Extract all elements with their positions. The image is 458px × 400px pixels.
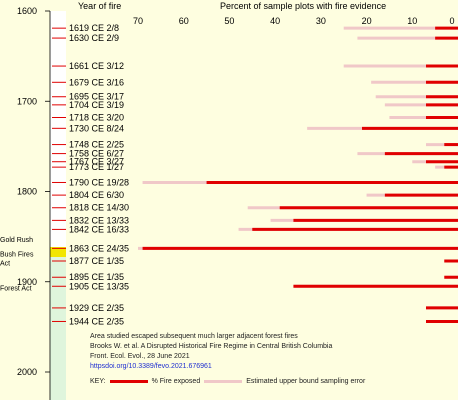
fire-year-label: 1704 CE 3/19 <box>69 100 124 110</box>
fire-year-row: 1758 CE 6/27 <box>52 149 458 159</box>
x-tick-label: 0 <box>449 16 454 26</box>
fire-year-row: 1695 CE 3/17 <box>52 92 458 102</box>
y-tick-label: 1700 <box>17 96 37 106</box>
fire-year-row: 1790 CE 19/28 <box>52 177 458 187</box>
fire-year-row: 1679 CE 3/16 <box>52 77 458 87</box>
historical-annotations: Gold Rush Bush Fires Act Forest Act <box>0 237 34 293</box>
fire-year-row: 1704 CE 3/19 <box>52 100 458 110</box>
fire-year-label: 1877 CE 1/35 <box>69 256 124 266</box>
fire-year-label: 1842 CE 16/33 <box>69 224 129 234</box>
fire-year-label: 1695 CE 3/17 <box>69 92 124 102</box>
fire-year-row: 1619 CE 2/8 <box>52 23 458 33</box>
fire-year-row: 1718 CE 3/20 <box>52 112 458 122</box>
fire-year-label: 1718 CE 3/20 <box>69 112 124 122</box>
fire-year-label: 1818 CE 14/30 <box>69 203 129 213</box>
fire-year-label: 1661 CE 3/12 <box>69 61 124 71</box>
legend-swatch-error <box>204 380 243 383</box>
fire-year-label: 1730 CE 8/24 <box>69 123 124 133</box>
fire-year-label: 1905 CE 13/35 <box>69 281 129 291</box>
fire-year-label: 1630 CE 2/9 <box>69 33 119 43</box>
y-tick-label: 1600 <box>17 6 37 16</box>
note-area-escaped: Area studied escaped subsequent much lar… <box>90 333 298 340</box>
fire-year-row: 1842 CE 16/33 <box>52 224 458 234</box>
fire-year-row: 1730 CE 8/24 <box>52 123 458 133</box>
fire-year-row: 1832 CE 13/33 <box>52 215 458 225</box>
fire-year-row: 1661 CE 3/12 <box>52 61 458 71</box>
fire-year-row: 1905 CE 13/35 <box>52 281 458 291</box>
legend-swatch-exposed <box>109 380 148 383</box>
x-tick-label: 10 <box>407 16 417 26</box>
doi-link[interactable]: httpsdoi.org/10.3389/fevo.2021.676961 <box>90 363 212 370</box>
fire-year-label: 1804 CE 6/30 <box>69 190 124 200</box>
x-tick-labels: 70 60 50 40 30 20 10 0 <box>133 16 455 26</box>
x-tick-label: 40 <box>270 16 280 26</box>
fire-year-row: 1944 CE 2/35 <box>52 316 458 326</box>
annotation-label: Forest Act <box>0 286 32 293</box>
x-tick-label: 60 <box>179 16 189 26</box>
fire-year-label: 1832 CE 13/33 <box>69 215 129 225</box>
legend-title: KEY: <box>90 378 106 385</box>
fire-year-label: 1748 CE 2/25 <box>69 140 124 150</box>
annotation-label: Gold Rush <box>0 237 33 244</box>
fire-year-label: 1929 CE 2/35 <box>69 303 124 313</box>
fire-year-row: 1767 CE 3/27 <box>52 157 458 167</box>
fire-year-label: 1773 CE 1/27 <box>69 162 124 172</box>
y-axis-title: Year of fire <box>78 1 121 11</box>
y-tick-label: 2000 <box>17 367 37 377</box>
chart-title: Percent of sample plots with fire eviden… <box>220 1 386 11</box>
fire-year-label: 1619 CE 2/8 <box>69 23 119 33</box>
fire-year-row: 1929 CE 2/35 <box>52 303 458 313</box>
fire-year-label: 1758 CE 6/27 <box>69 149 124 159</box>
fire-year-label: 1863 CE 24/35 <box>69 243 129 253</box>
fire-year-label: 1944 CE 2/35 <box>69 316 124 326</box>
fire-year-label: 1679 CE 3/16 <box>69 77 124 87</box>
fire-year-label: 1895 CE 1/35 <box>69 272 124 282</box>
fire-year-row: 1630 CE 2/9 <box>52 33 458 43</box>
fire-year-row: 1818 CE 14/30 <box>52 203 458 213</box>
fire-year-label: 1790 CE 19/28 <box>69 177 129 187</box>
legend-label-error: Estimated upper bound sampling error <box>246 378 366 385</box>
fire-year-row: 1863 CE 24/35 <box>52 243 458 253</box>
fire-year-row: 1773 CE 1/27 <box>52 162 458 172</box>
y-tick-label: 1800 <box>17 187 37 197</box>
legend: KEY: % Fire exposed Estimated upper boun… <box>90 378 365 385</box>
x-tick-label: 20 <box>362 16 372 26</box>
note-journal: Front. Ecol. Evol., 28 June 2021 <box>90 353 190 360</box>
x-tick-label: 50 <box>224 16 234 26</box>
fire-year-row: 1804 CE 6/30 <box>52 190 458 200</box>
axis-strip-post-gold-rush <box>50 257 66 400</box>
x-tick-label: 30 <box>316 16 326 26</box>
fire-year-row: 1895 CE 1/35 <box>52 272 458 282</box>
fire-year-row: 1877 CE 1/35 <box>52 256 458 266</box>
fire-year-row: 1748 CE 2/25 <box>52 140 458 150</box>
axis-strip-gold-rush <box>50 247 66 257</box>
x-tick-label: 70 <box>133 16 143 26</box>
annotation-label: Bush Fires Act <box>0 251 34 267</box>
fire-year-label: 1767 CE 3/27 <box>69 157 124 167</box>
y-tick-labels: 1600 1700 1800 1900 2000 <box>17 6 50 377</box>
y-tick-label: 1900 <box>17 277 37 287</box>
legend-label-exposed: % Fire exposed <box>151 378 201 385</box>
note-citation: Brooks W. et al. A Disrupted Historical … <box>90 343 333 350</box>
